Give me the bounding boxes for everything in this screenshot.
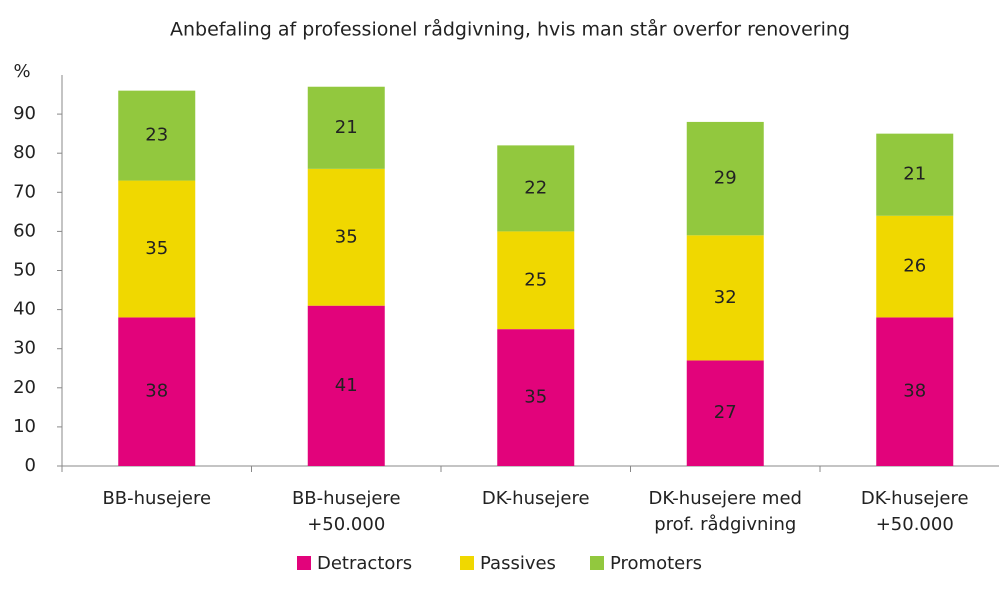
y-tick-label: 20 — [13, 377, 36, 398]
bar-segment — [686, 235, 764, 361]
data-label: 35 — [524, 387, 547, 408]
legend-label: Passives — [480, 553, 556, 574]
x-tick-label: BB-husejere — [102, 488, 212, 509]
y-tick-label: 0 — [25, 455, 36, 476]
x-tick-label: BB-husejere +50.000 — [291, 488, 401, 535]
bar-segment — [686, 121, 764, 236]
data-label: 25 — [524, 269, 547, 290]
legend-swatch — [460, 556, 474, 570]
data-label: 27 — [714, 402, 737, 423]
data-label: 35 — [335, 226, 358, 247]
bar-segment — [118, 90, 196, 181]
bar-segment — [497, 145, 575, 232]
x-tick-label: DK-husejere — [481, 488, 590, 509]
bar-segment — [307, 168, 385, 306]
bar-segment — [497, 231, 575, 330]
bar-segment — [497, 329, 575, 466]
bar-segment — [876, 133, 954, 216]
y-tick-label: 40 — [13, 299, 36, 320]
y-tick-label: 50 — [13, 260, 36, 281]
y-tick-label: 70 — [13, 181, 36, 202]
data-label: 38 — [903, 381, 926, 402]
legend-swatch — [590, 556, 604, 570]
data-label: 21 — [335, 117, 358, 138]
chart-title: Anbefaling af professionel rådgivning, h… — [170, 18, 850, 41]
bar-segment — [876, 317, 954, 466]
legend-label: Promoters — [610, 553, 702, 574]
bar-segment — [118, 180, 196, 318]
bar-segment — [686, 360, 764, 466]
data-label: 35 — [145, 238, 168, 259]
data-label: 29 — [714, 168, 737, 189]
y-axis-label: % — [13, 61, 30, 82]
data-label: 38 — [145, 381, 168, 402]
y-tick-label: 90 — [13, 103, 36, 124]
data-label: 32 — [714, 287, 737, 308]
bar-segment — [876, 215, 954, 318]
legend-label: Detractors — [317, 553, 412, 574]
data-label: 41 — [335, 375, 358, 396]
x-tick-label: DK-husejere +50.000 — [860, 488, 969, 535]
y-tick-label: 30 — [13, 338, 36, 359]
x-tick-label: DK-husejere med prof. rådgivning — [648, 488, 802, 535]
bar-segment — [307, 305, 385, 466]
bar-segment — [307, 86, 385, 169]
data-label: 23 — [145, 125, 168, 146]
legend-swatch — [297, 556, 311, 570]
y-tick-label: 10 — [13, 416, 36, 437]
y-tick-label: 80 — [13, 142, 36, 163]
y-tick-label: 60 — [13, 220, 36, 241]
data-label: 26 — [903, 256, 926, 277]
data-label: 22 — [524, 177, 547, 198]
bar-segment — [118, 317, 196, 466]
data-label: 21 — [903, 164, 926, 185]
